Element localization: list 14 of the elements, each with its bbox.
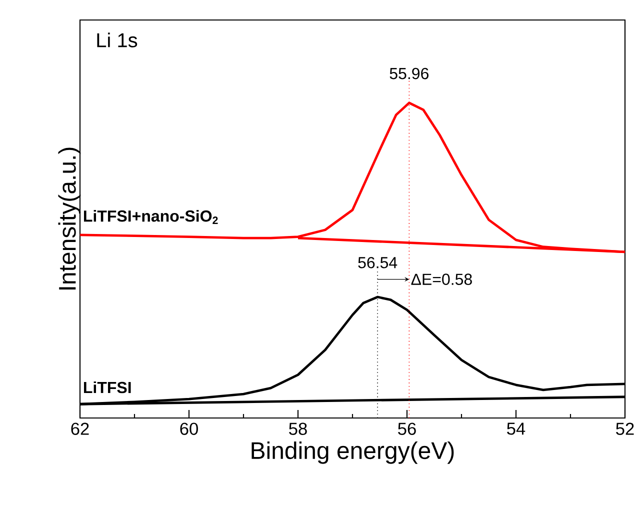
x-tick-label: 58 (289, 422, 307, 435)
x-tick-label: 56 (398, 422, 416, 435)
x-tick-label: 62 (71, 422, 89, 435)
y-axis-title: Intensity(a.u.) (58, 148, 81, 290)
annotation: ΔE=0.58 (411, 274, 472, 285)
x-tick-label: 60 (180, 422, 198, 435)
x-axis-title: Binding energy(eV) (252, 441, 454, 464)
x-tick-label: 52 (616, 422, 634, 435)
chart-title: Li 1s (97, 32, 138, 48)
series-label: LiTFSI (84, 381, 131, 394)
ref-line-label: 56.54 (358, 256, 398, 268)
x-tick-label: 54 (507, 422, 526, 435)
ref-line-label: 55.96 (390, 68, 428, 80)
series-label: LiTFSI+nano-SiO$_{2}$ (84, 210, 218, 224)
